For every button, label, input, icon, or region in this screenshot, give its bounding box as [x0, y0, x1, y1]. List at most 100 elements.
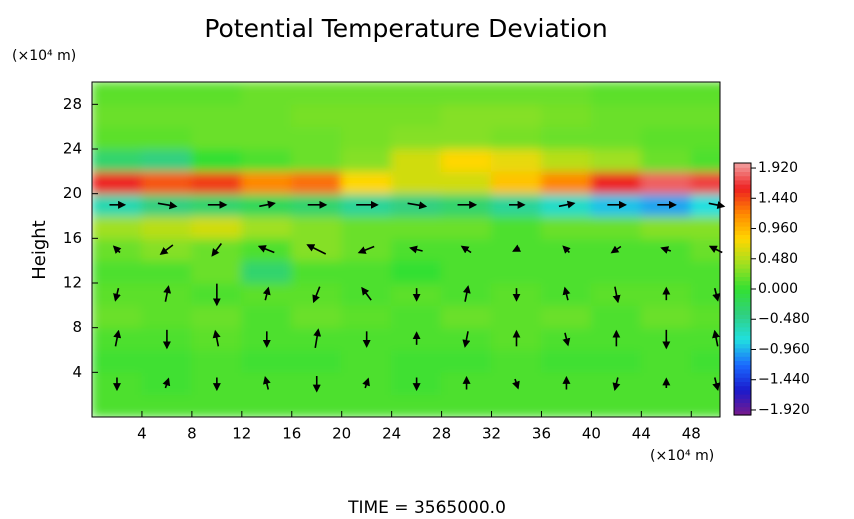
heat-cell — [341, 349, 393, 373]
heat-cell — [491, 103, 542, 128]
heat-cell — [341, 82, 393, 105]
vector — [712, 287, 721, 302]
heat-cell — [92, 260, 143, 284]
vector — [460, 245, 472, 254]
heat-cell — [690, 103, 720, 128]
vector — [357, 245, 375, 254]
heat-cell — [441, 349, 493, 373]
colorbar-segment — [734, 343, 751, 349]
heat-cell — [391, 126, 443, 150]
colorbar-tick-label: 0.960 — [758, 221, 798, 237]
heat-cell — [291, 148, 343, 172]
heat-cell — [391, 148, 443, 172]
heat-cell — [640, 394, 692, 417]
heat-cell — [540, 148, 592, 172]
x-tick-label: 4 — [137, 425, 147, 443]
heat-cell — [241, 215, 293, 239]
colorbar-segment — [734, 406, 751, 412]
x-tick-label: 20 — [332, 425, 351, 443]
field — [92, 82, 720, 417]
vector — [262, 286, 271, 301]
heat-cell — [191, 82, 243, 105]
colorbar-segment — [734, 242, 751, 248]
colorbar-segment — [734, 196, 751, 202]
heat-cell — [640, 103, 692, 128]
colorbar-segment — [734, 255, 751, 261]
vector — [660, 246, 672, 254]
colorbar-segment — [734, 200, 751, 206]
x-tick-label: 36 — [532, 425, 551, 443]
colorbar-segment — [734, 301, 751, 307]
colorbar-segment — [734, 410, 751, 416]
heat-cell — [590, 215, 642, 239]
heat-cell — [241, 394, 293, 417]
heat-cell — [241, 349, 293, 373]
vector — [407, 201, 428, 210]
heat-cell — [441, 170, 493, 195]
heat-cell — [92, 148, 143, 172]
vector — [257, 245, 275, 254]
heat-cell — [590, 304, 642, 329]
colorbar-segment — [734, 289, 751, 294]
colorbar-segment — [734, 352, 751, 357]
chart-title: Potential Temperature Deviation — [204, 14, 607, 43]
y-axis-label: Height — [29, 220, 50, 280]
vector — [113, 287, 121, 302]
colorbar-segment — [734, 171, 751, 177]
y-tick-label: 4 — [72, 363, 82, 381]
heat-cell — [640, 349, 692, 373]
vector — [112, 245, 122, 254]
heat-cell — [640, 304, 692, 329]
heat-cell — [441, 215, 493, 239]
heat-cell — [141, 170, 193, 195]
heat-cell — [590, 103, 642, 128]
heat-cell — [491, 304, 542, 329]
colorbar-segment — [734, 398, 751, 403]
vector — [558, 200, 576, 209]
heat-cell — [690, 237, 720, 262]
vector — [708, 201, 726, 210]
heat-cell — [241, 82, 293, 105]
heat-cell — [491, 126, 542, 150]
heat-cell — [540, 170, 592, 195]
heat-cell — [491, 148, 542, 172]
colorbar-segment — [734, 230, 751, 235]
heat-cell — [491, 82, 542, 105]
colorbar-segment — [734, 238, 751, 244]
heat-cell — [92, 103, 143, 128]
vector — [212, 329, 221, 347]
colorbar-segment — [734, 184, 751, 189]
heat-cell — [291, 103, 343, 128]
heat-cell — [690, 349, 720, 373]
vector — [361, 286, 372, 301]
colorbar-tick-label: −0.480 — [758, 311, 810, 327]
heat-cell — [690, 82, 720, 105]
colorbar-segment — [734, 188, 751, 193]
colorbar-segment — [734, 402, 751, 408]
colorbar-segment — [734, 272, 751, 277]
colorbar-tick-label: 1.920 — [758, 160, 798, 176]
heat-cell — [690, 193, 720, 217]
colorbar-segment — [734, 280, 751, 286]
colorbar — [734, 163, 751, 416]
heat-cell — [640, 170, 692, 195]
heat-cell — [141, 304, 193, 329]
heat-cell — [141, 394, 193, 417]
heat-cell — [391, 349, 443, 373]
cells — [92, 82, 720, 417]
heat-cell — [391, 215, 443, 239]
colorbar-segment — [734, 167, 751, 172]
colorbar-segment — [734, 263, 751, 269]
colorbar-segment — [734, 331, 751, 336]
vector — [362, 377, 370, 389]
heat-cell — [690, 215, 720, 239]
colorbar-segment — [734, 205, 751, 210]
heat-cell — [690, 394, 720, 417]
colorbar-segment — [734, 268, 751, 273]
vector — [512, 244, 522, 252]
vector — [712, 377, 721, 392]
colorbar-segment — [734, 310, 751, 315]
x-unit: (×10⁴ m) — [650, 448, 714, 464]
vector — [162, 377, 171, 389]
